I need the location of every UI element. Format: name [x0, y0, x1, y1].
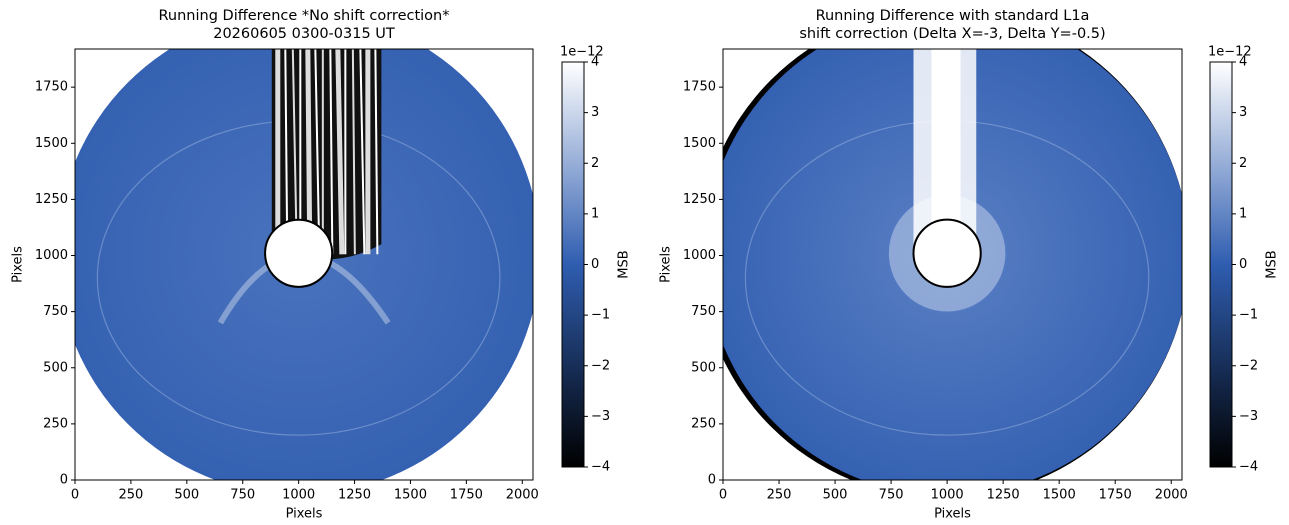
- y-tick-label: 250: [691, 416, 716, 431]
- chart-title: Running Difference *No shift correction*: [159, 8, 450, 24]
- colorbar-tick-label: 2: [1239, 156, 1247, 171]
- colorbar-tick-label: 3: [591, 105, 599, 120]
- colorbar: [561, 61, 585, 468]
- colorbar-tick-label: −2: [591, 358, 610, 373]
- colorbar-tick-label: −2: [1239, 358, 1258, 373]
- streak-line: [351, 49, 356, 255]
- chart-title: shift correction (Delta X=-3, Delta Y=-0…: [799, 26, 1105, 42]
- x-tick-label: 750: [879, 488, 904, 503]
- x-tick-label: 2000: [1155, 488, 1188, 503]
- streak-core: [931, 49, 961, 245]
- colorbar-tick-label: 1: [591, 206, 599, 221]
- colorbar-label: MSB: [617, 250, 632, 278]
- y-tick-label: 1000: [683, 248, 716, 263]
- axes-frame: [722, 48, 1183, 481]
- x-axis-label: Pixels: [934, 507, 971, 522]
- colorbar-tick-label: 1: [1239, 206, 1247, 221]
- y-tick-label: 0: [60, 473, 68, 488]
- streak-line: [314, 49, 321, 255]
- occulter: [264, 218, 334, 288]
- y-axis-label: Pixels: [11, 246, 26, 283]
- colorbar-tick-label: −4: [1239, 460, 1258, 475]
- x-tick-label: 1750: [450, 488, 483, 503]
- colorbar-tick-label: −1: [591, 308, 610, 323]
- colorbar-tick-label: −4: [591, 460, 610, 475]
- y-tick-label: 1500: [35, 136, 68, 151]
- colorbar-tick-label: 0: [591, 257, 599, 272]
- colorbar-tick-label: −1: [1239, 308, 1258, 323]
- streak-line: [329, 49, 334, 255]
- streak-line: [305, 49, 313, 255]
- y-tick-label: 500: [691, 360, 716, 375]
- colorbar-tick-label: 0: [1239, 257, 1247, 272]
- image: [75, 49, 533, 480]
- colorbar-label: MSB: [1265, 250, 1280, 278]
- colorbar-tick-label: −3: [1239, 409, 1258, 424]
- x-tick-label: 250: [767, 488, 792, 503]
- occulter: [912, 218, 982, 288]
- x-tick-label: 0: [71, 488, 79, 503]
- x-axis-label: Pixels: [286, 507, 323, 522]
- y-tick-label: 1750: [35, 80, 68, 95]
- streak-line: [284, 49, 289, 255]
- colorbar-tick-label: 4: [591, 55, 599, 70]
- y-tick-label: 750: [691, 304, 716, 319]
- x-tick-label: 500: [823, 488, 848, 503]
- image-panel: Running Difference *No shift correction*…: [11, 8, 632, 522]
- y-tick-label: 500: [43, 360, 68, 375]
- x-tick-label: 1000: [931, 488, 964, 503]
- streak-line: [335, 49, 345, 255]
- colorbar-tick-label: 2: [591, 156, 599, 171]
- x-tick-label: 0: [719, 488, 727, 503]
- streak-line: [374, 49, 379, 255]
- x-tick-label: 250: [118, 488, 143, 503]
- x-tick-label: 1500: [394, 488, 427, 503]
- streak-line: [359, 49, 366, 255]
- x-tick-label: 500: [174, 488, 199, 503]
- colorbar-tick-label: 4: [1239, 55, 1247, 70]
- colorbar: [1209, 61, 1233, 468]
- y-tick-label: 250: [43, 416, 68, 431]
- colorbar-offset: 1e−12: [1208, 45, 1252, 60]
- x-tick-label: 750: [230, 488, 255, 503]
- colorbar-tick-label: 3: [1239, 105, 1247, 120]
- y-tick-label: 1500: [683, 136, 716, 151]
- x-tick-label: 1750: [1099, 488, 1132, 503]
- x-tick-label: 1000: [282, 488, 315, 503]
- chart-title: 20260605 0300-0315 UT: [213, 26, 395, 42]
- y-tick-label: 1250: [35, 192, 68, 207]
- y-axis-label: Pixels: [659, 246, 674, 283]
- y-tick-label: 0: [708, 473, 716, 488]
- chart-title: Running Difference with standard L1a: [816, 8, 1090, 24]
- y-tick-label: 1000: [35, 248, 68, 263]
- x-tick-label: 2000: [506, 488, 539, 503]
- x-tick-label: 1250: [338, 488, 371, 503]
- image-panel: Running Difference with standard L1a shif…: [659, 8, 1280, 522]
- y-tick-label: 1750: [683, 80, 716, 95]
- y-tick-label: 1250: [683, 192, 716, 207]
- y-tick-label: 750: [43, 304, 68, 319]
- x-tick-label: 1500: [1043, 488, 1076, 503]
- image: [723, 49, 1182, 480]
- colorbar-offset: 1e−12: [560, 45, 604, 60]
- axes-frame: [74, 48, 534, 481]
- colorbar-tick-label: −3: [591, 409, 610, 424]
- x-tick-label: 1250: [987, 488, 1020, 503]
